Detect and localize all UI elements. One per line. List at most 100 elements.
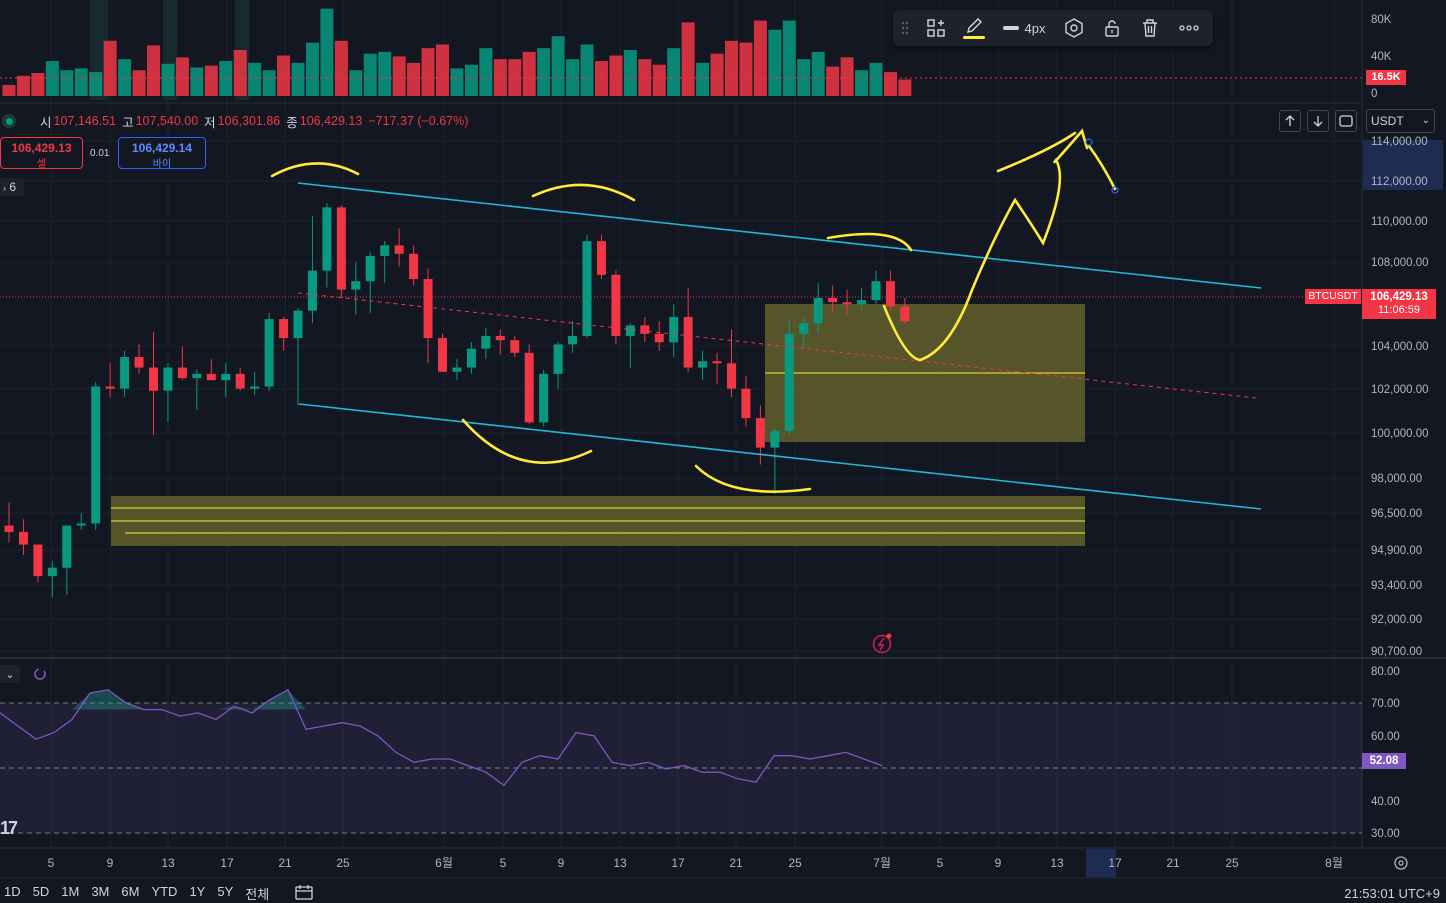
volume-bar: [696, 62, 710, 96]
candle: [18, 519, 28, 556]
clock[interactable]: 21:53:01 UTC+9: [1344, 886, 1440, 901]
drag-handle-icon[interactable]: [893, 10, 917, 46]
price-axis[interactable]: 114,000.00 112,000.00 110,000.00 108,000.00…: [1371, 14, 1429, 840]
lock-icon[interactable]: [1093, 10, 1131, 46]
candle: [250, 371, 260, 395]
candle: [322, 203, 332, 288]
tradingview-logo[interactable]: 17: [0, 818, 18, 838]
scroll-down-button[interactable]: [1307, 110, 1329, 132]
channel-upper-line[interactable]: [297, 182, 1262, 289]
axis-settings-icon[interactable]: [1394, 856, 1408, 870]
volume-bar: [277, 55, 291, 96]
close-value: 106,429.13: [299, 114, 363, 128]
candle: [698, 350, 708, 381]
time-label: 17: [220, 856, 234, 870]
timeframe-1y[interactable]: 1Y: [189, 884, 206, 899]
sell-label: 셀: [36, 159, 47, 170]
chevron-down-icon: ⌄: [1421, 115, 1430, 126]
timeframe-ytd[interactable]: YTD: [151, 884, 178, 899]
rsi-line: [0, 688, 883, 787]
time-label: 6월: [435, 856, 453, 870]
timeframe-6m[interactable]: 6M: [121, 884, 140, 899]
template-icon[interactable]: [917, 10, 955, 46]
open-label: 시: [40, 115, 52, 130]
line-width-button[interactable]: 4px: [993, 10, 1055, 46]
more-icon[interactable]: [1169, 10, 1209, 46]
channel-mid-line[interactable]: [297, 292, 1257, 399]
price-label: 102,000.00: [1371, 384, 1429, 396]
timeframe-all[interactable]: 전체: [245, 887, 270, 902]
lightning-event-icon[interactable]: [872, 633, 892, 654]
market-status-icon[interactable]: [2, 114, 16, 128]
candle: [799, 316, 809, 349]
volume-bar: [450, 68, 464, 96]
volume-bar: [262, 70, 276, 96]
buy-label: 바이: [152, 159, 172, 170]
candle: [770, 428, 780, 494]
timeframe-5d[interactable]: 5D: [32, 884, 50, 899]
timeframe-1d[interactable]: 1D: [4, 884, 21, 899]
price-label: 93,400.00: [1371, 580, 1422, 592]
candle: [828, 285, 838, 313]
volume-scale-label: 40K: [1371, 51, 1392, 63]
candle: [279, 316, 289, 351]
candlesticks: [4, 203, 910, 598]
volume-bar: [725, 40, 738, 96]
price-label: 104,000.00: [1371, 341, 1429, 353]
pencil-color-button[interactable]: [955, 10, 993, 46]
volume-bar: [132, 70, 146, 96]
timeframe-5y[interactable]: 5Y: [217, 884, 234, 899]
volume-bar: [811, 51, 825, 96]
reset-scale-button[interactable]: [1335, 110, 1357, 132]
time-label: 21: [1166, 856, 1180, 870]
rsi-collapse-button[interactable]: ⌄: [0, 665, 20, 683]
timeframe-3m[interactable]: 3M: [91, 884, 110, 899]
candle: [452, 359, 462, 381]
candle: [76, 512, 86, 530]
rsi-overbought-fill: [72, 689, 306, 710]
time-label: 8월: [1325, 856, 1343, 870]
rsi-scale-label: 30.00: [1371, 828, 1400, 840]
channel-lower-line[interactable]: [298, 403, 1262, 510]
currency-select[interactable]: USDT ⌄: [1366, 109, 1435, 133]
chevron-down-icon: ⌄: [5, 668, 15, 681]
candle: [741, 375, 751, 427]
trash-icon[interactable]: [1131, 10, 1169, 46]
volume-bar: [436, 44, 449, 96]
calendar-icon[interactable]: [295, 884, 313, 902]
candle: [871, 270, 881, 305]
indicator-count-toggle[interactable]: › 6: [0, 178, 24, 196]
currency-value: USDT: [1371, 114, 1404, 128]
line-width-icon: [1002, 26, 1019, 30]
volume-bar: [363, 53, 377, 96]
price-label: 92,000.00: [1371, 614, 1422, 626]
volume-bar: [638, 59, 652, 96]
rsi-refresh-icon[interactable]: [30, 665, 50, 683]
candle: [669, 304, 679, 358]
volume-bar: [537, 48, 551, 96]
volume-bar: [782, 20, 796, 97]
candle: [596, 234, 606, 280]
time-label: 21: [729, 856, 743, 870]
sell-button[interactable]: 106,429.13 셀: [0, 137, 83, 170]
candle: [813, 283, 823, 334]
line-width-label: 4px: [1024, 20, 1046, 36]
candle: [683, 287, 693, 372]
change-value: −717.37 (−0.67%): [368, 114, 469, 128]
buy-button[interactable]: 106,429.14 바이: [118, 137, 206, 170]
volume-bar: [464, 64, 478, 96]
candle: [510, 335, 520, 358]
candle: [105, 363, 115, 398]
settings-icon[interactable]: [1055, 10, 1093, 46]
hand-drawn-annotations[interactable]: [270, 128, 1117, 493]
candle: [4, 502, 14, 543]
time-label: 25: [788, 856, 802, 870]
time-axis[interactable]: 5 9 13 17 21 25 6월 5 9 13 17 21 25 7월 5 9 13 17 21 25 8월: [48, 856, 1343, 870]
time-label: 25: [1225, 856, 1239, 870]
rsi-scale-label: 80.00: [1371, 666, 1400, 678]
scroll-up-button[interactable]: [1279, 110, 1301, 132]
timeframe-1m[interactable]: 1M: [61, 884, 80, 899]
candle: [423, 268, 433, 364]
volume-bar: [681, 22, 695, 96]
